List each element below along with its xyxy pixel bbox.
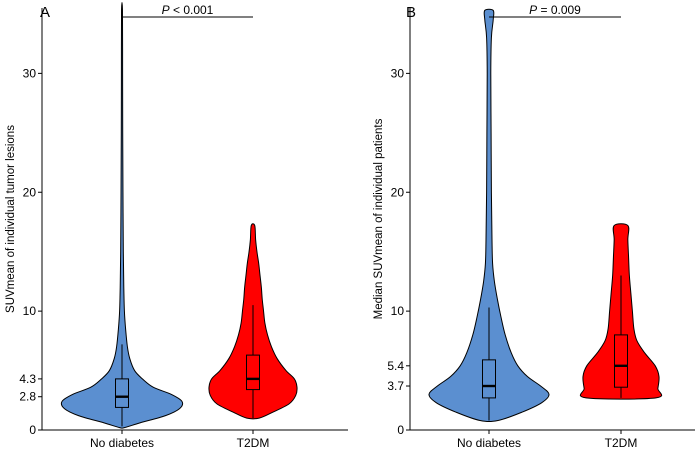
y-tick-label: 10 <box>391 304 405 318</box>
y-tick-label: 10 <box>23 304 37 318</box>
y-tick-label: 0 <box>397 423 404 437</box>
p-value-label: P = 0.009 <box>529 3 581 17</box>
panel-letter: B <box>406 4 416 21</box>
y-axis-title: SUVmean of individual tumor lesions <box>5 125 17 313</box>
x-tick-label: No diabetes <box>90 436 154 450</box>
iqr-box <box>482 359 496 399</box>
iqr-box <box>614 334 628 388</box>
y-tick-label: 30 <box>23 66 37 80</box>
iqr-box <box>246 354 260 391</box>
y-tick-label: 20 <box>391 185 405 199</box>
p-value-label: P < 0.001 <box>162 3 214 17</box>
panel-a: 0 2.8 4.3 10 20 30 SUVmean of individual tumor… <box>5 2 348 450</box>
y-tick-label: 2.8 <box>19 390 36 404</box>
y-axis-title: Median SUVmean of individual patients <box>373 118 385 319</box>
iqr-box <box>115 378 129 408</box>
panel-b: 0 3.7 5.4 10 20 30 Median SUVmean of individua… <box>373 3 695 450</box>
y-tick-label: 20 <box>23 185 37 199</box>
y-tick-label: 5.4 <box>387 359 404 373</box>
x-tick-label: T2DM <box>237 436 270 450</box>
violin-no-diabetes <box>60 2 184 429</box>
y-tick-label: 30 <box>391 66 405 80</box>
panel-letter: A <box>40 4 50 21</box>
x-tick-label: No diabetes <box>457 436 521 450</box>
x-tick-label: T2DM <box>605 436 638 450</box>
y-tick-label: 4.3 <box>19 372 36 386</box>
y-tick-label: 3.7 <box>387 379 404 393</box>
violin-no-diabetes <box>428 8 550 423</box>
y-tick-label: 0 <box>29 423 36 437</box>
